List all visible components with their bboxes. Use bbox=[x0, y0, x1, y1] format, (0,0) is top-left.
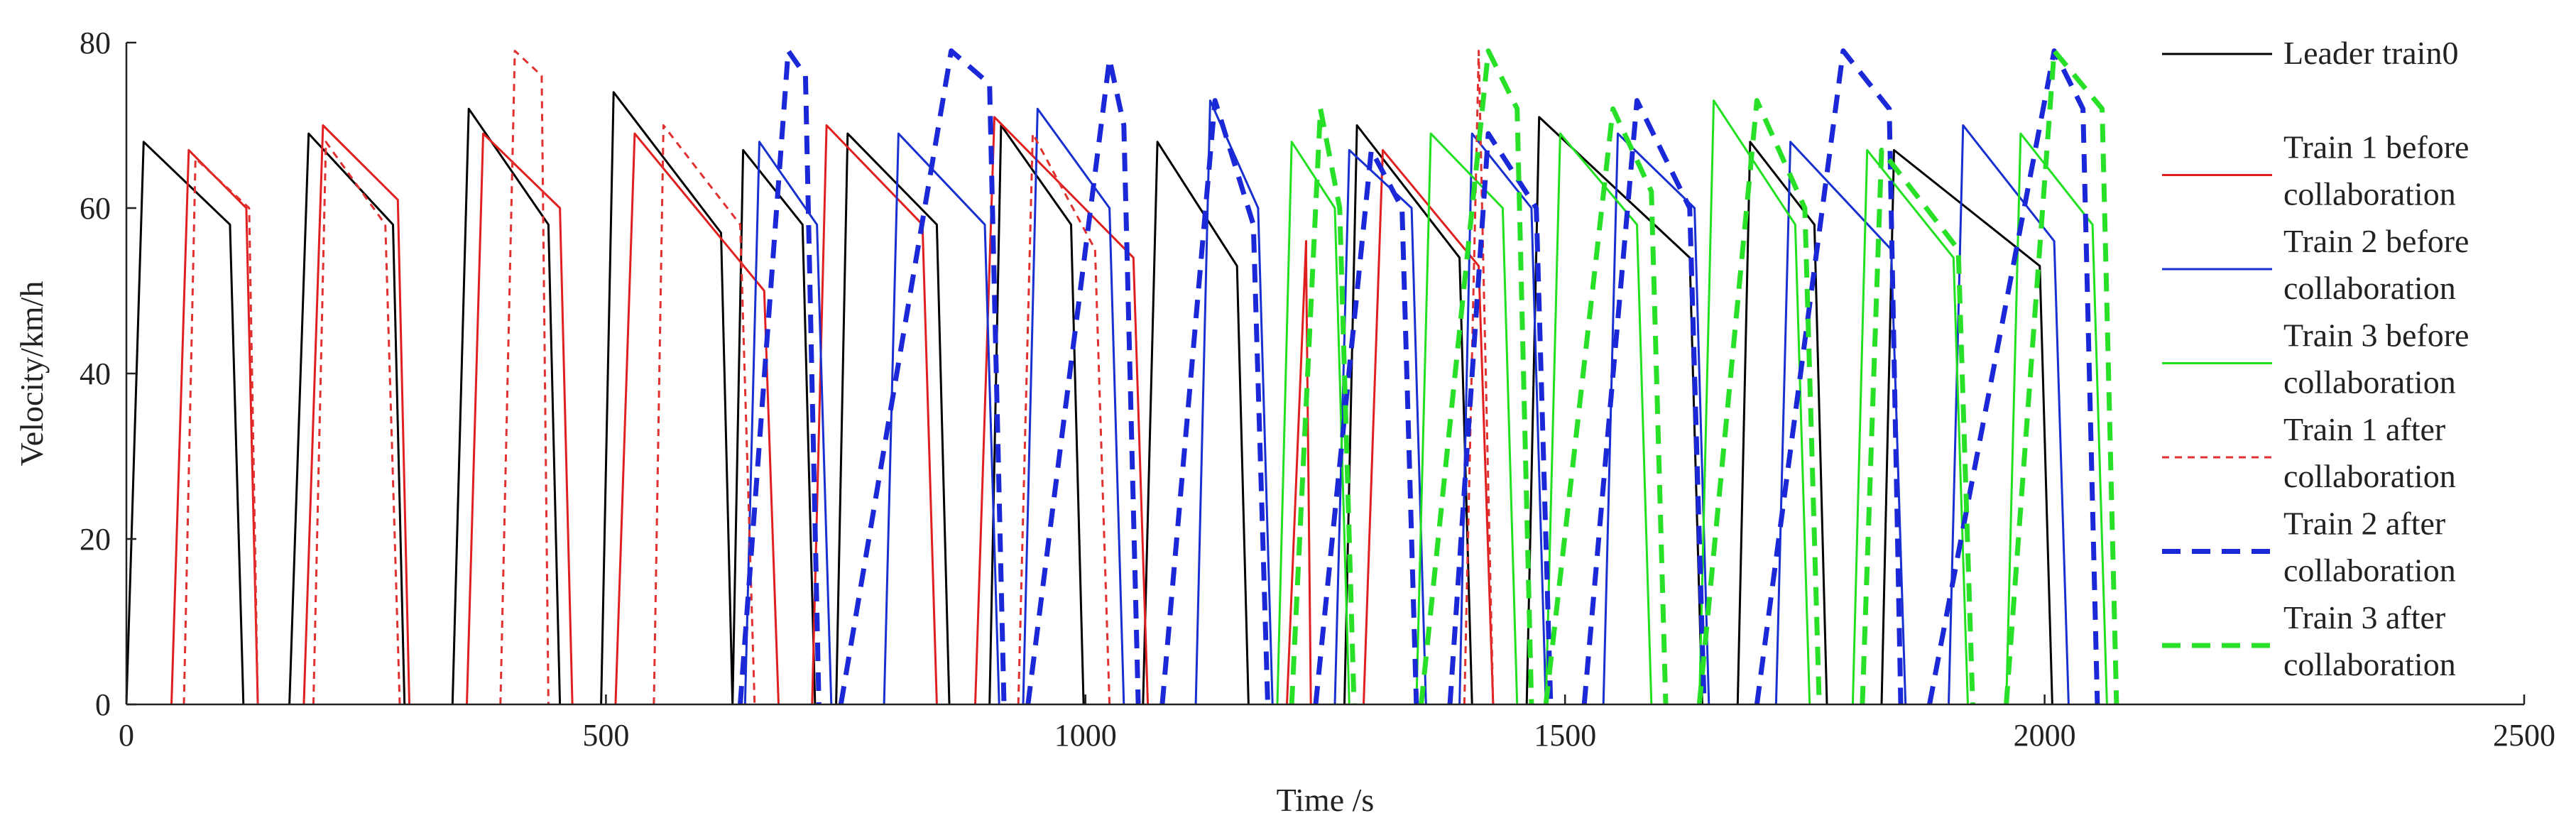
x-tick-label: 1500 bbox=[1534, 718, 1596, 753]
legend: Leader train0 Train 1 before collaboration… bbox=[2162, 35, 2469, 682]
legend-label: Leader train0 bbox=[2283, 35, 2458, 71]
axes: 0 500 1000 1500 2000 2500 0 20 40 60 80 bbox=[80, 26, 2555, 753]
legend-label: Train 3 after bbox=[2283, 599, 2445, 636]
legend-label: collaboration bbox=[2283, 552, 2456, 589]
legend-item: Train 1 before collaboration bbox=[2162, 129, 2469, 212]
y-tick-label: 40 bbox=[80, 356, 111, 391]
series-lines bbox=[126, 48, 2119, 704]
y-tick-label: 80 bbox=[80, 26, 111, 60]
x-tick-label: 500 bbox=[582, 718, 629, 753]
series-line-2 bbox=[170, 116, 1495, 704]
legend-label: Train 3 before bbox=[2283, 317, 2469, 354]
legend-label: Train 2 before bbox=[2283, 223, 2469, 259]
series-line-5 bbox=[182, 50, 1495, 704]
series-line-6 bbox=[738, 48, 2100, 704]
legend-item: Leader train0 bbox=[2162, 35, 2458, 71]
legend-label: collaboration bbox=[2283, 270, 2456, 306]
legend-item: Train 2 before collaboration bbox=[2162, 223, 2469, 306]
y-tick-label: 20 bbox=[80, 522, 111, 557]
legend-label: collaboration bbox=[2283, 364, 2456, 400]
plot-area bbox=[126, 48, 2119, 704]
x-tick-label: 2500 bbox=[2493, 718, 2555, 753]
legend-label: collaboration bbox=[2283, 176, 2456, 212]
series-line-4 bbox=[1276, 99, 2108, 704]
series-line-7 bbox=[1289, 48, 2119, 704]
y-tick-label: 60 bbox=[80, 191, 111, 226]
x-tick-label: 2000 bbox=[2014, 718, 2076, 753]
x-tick-label: 1000 bbox=[1054, 718, 1117, 753]
legend-item: Train 3 after collaboration bbox=[2162, 599, 2456, 682]
legend-item: Train 2 after collaboration bbox=[2162, 506, 2456, 589]
series-line-1 bbox=[126, 91, 2053, 704]
legend-label: Train 2 after bbox=[2283, 506, 2445, 542]
legend-label: collaboration bbox=[2283, 646, 2456, 682]
legend-label: Train 1 before bbox=[2283, 129, 2469, 165]
legend-item: Train 1 after collaboration bbox=[2162, 411, 2456, 494]
legend-item: Train 3 before collaboration bbox=[2162, 317, 2469, 400]
y-tick-label: 0 bbox=[95, 687, 111, 722]
x-axis-label: Time /s bbox=[1277, 782, 1375, 818]
y-axis-label: Velocity/km/h bbox=[13, 281, 50, 467]
legend-label: Train 1 after bbox=[2283, 411, 2445, 447]
x-tick-label: 0 bbox=[119, 718, 134, 753]
legend-label: collaboration bbox=[2283, 458, 2456, 494]
